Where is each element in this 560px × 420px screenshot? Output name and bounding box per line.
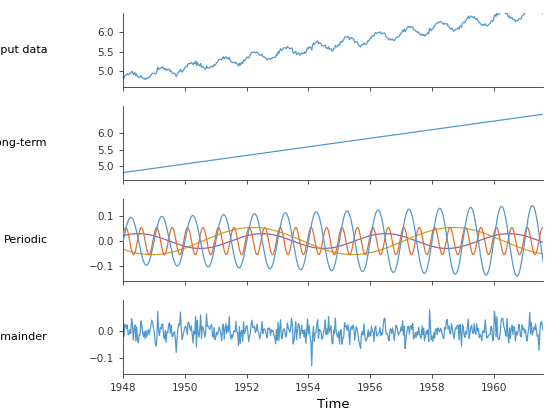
X-axis label: Time: Time (317, 399, 349, 411)
Y-axis label: Periodic: Periodic (3, 235, 48, 245)
Y-axis label: Remainder: Remainder (0, 332, 48, 342)
Y-axis label: Input data: Input data (0, 45, 48, 55)
Y-axis label: Long-term: Long-term (0, 138, 48, 148)
